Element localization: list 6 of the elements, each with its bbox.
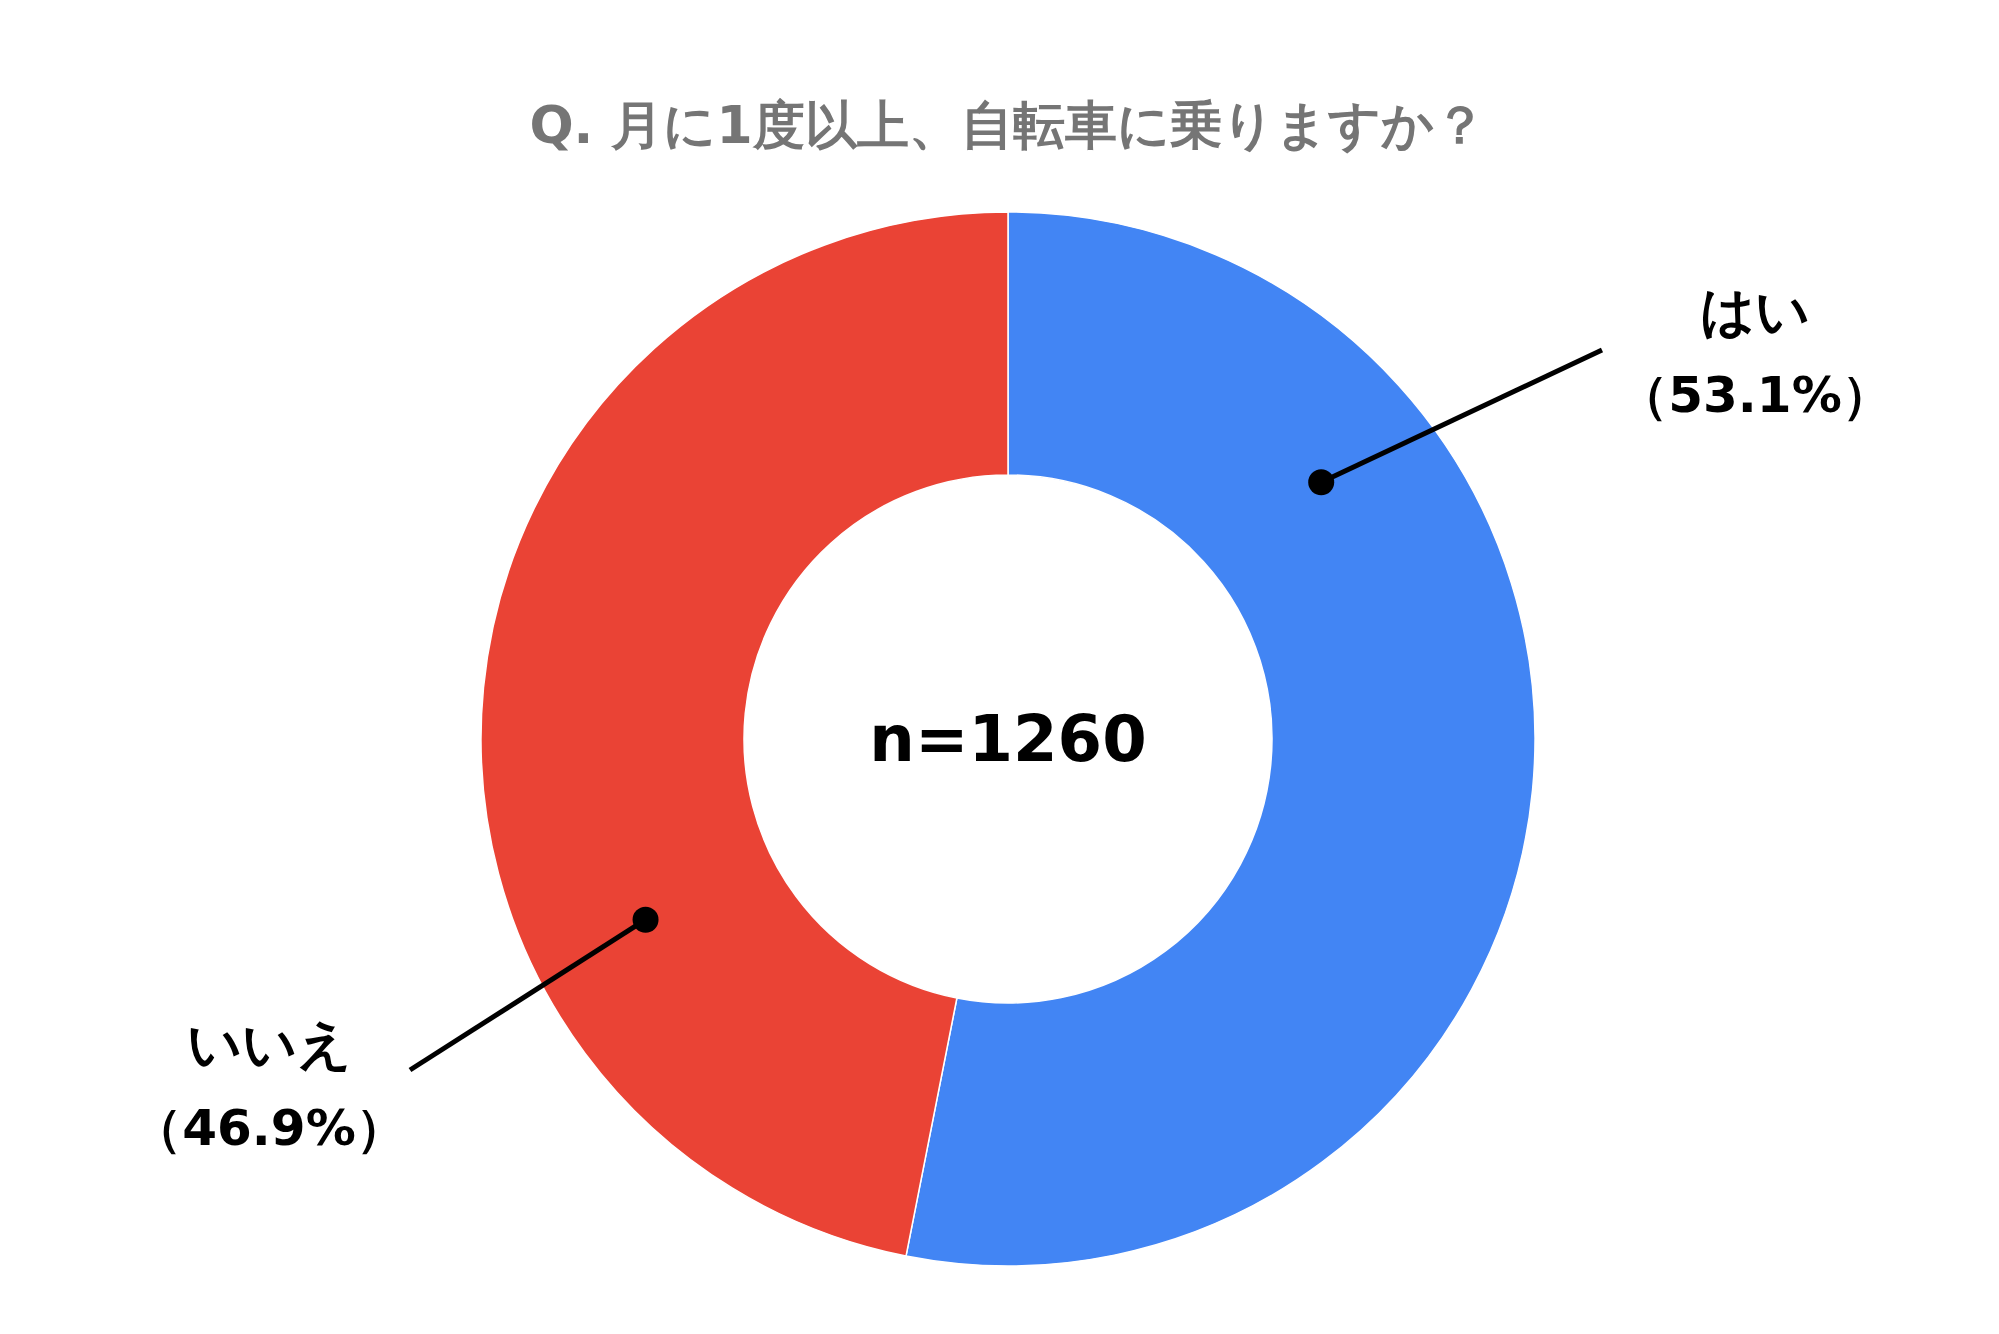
slice-label: はい	[1700, 280, 1810, 343]
text: n=1260	[869, 702, 1147, 776]
chart-title: Q. 月に1度以上、自転車に乗りますか？	[529, 95, 1486, 155]
data-label: （46.9%）	[132, 1099, 406, 1157]
data-label: （53.1%）	[1618, 366, 1892, 424]
slice-label: いいえ	[186, 1013, 352, 1076]
